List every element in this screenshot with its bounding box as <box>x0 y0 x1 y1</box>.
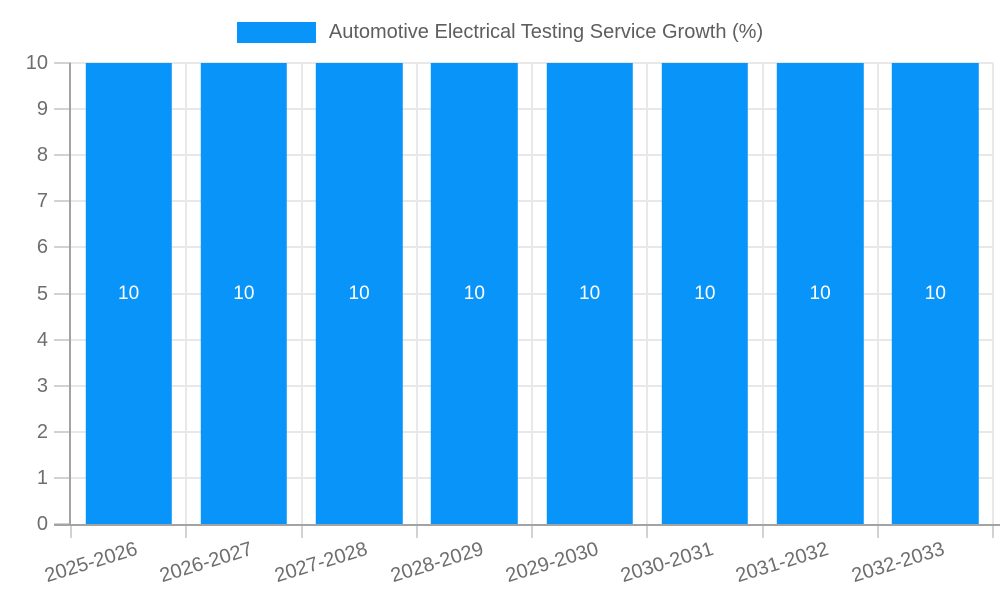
v-gridline <box>415 63 418 524</box>
y-axis-tick-label: 9 <box>36 98 48 121</box>
bar-value-label: 10 <box>118 283 140 304</box>
x-tick-mark <box>531 524 533 538</box>
v-gridline <box>876 63 879 524</box>
v-gridline <box>531 63 533 524</box>
legend-series-label: Automotive Electrical Testing Service Gr… <box>328 21 764 43</box>
y-tick-mark <box>54 108 71 111</box>
y-tick-mark <box>54 476 71 479</box>
v-gridline <box>185 63 188 524</box>
bar-value-label: 10 <box>579 283 601 304</box>
x-axis-category-label: 2025-2026 <box>42 538 141 588</box>
x-tick-mark <box>992 524 994 538</box>
bar: 10 <box>661 63 749 524</box>
y-axis-tick-label: 3 <box>36 374 48 397</box>
x-axis-category-label: 2030-2031 <box>618 538 717 588</box>
y-axis-tick-label: 1 <box>36 466 48 489</box>
y-axis-tick-label: 0 <box>36 513 48 535</box>
x-axis-category-label: 2031-2032 <box>733 538 832 588</box>
x-axis-category-label: 2027-2028 <box>272 538 371 588</box>
y-axis-tick-label: 7 <box>36 190 48 213</box>
plot-area: 0 1 2 3 4 5 6 7 8 9 10 10 10 10 10 10 10 10 10 2025-2026 202… <box>26 53 1000 587</box>
v-gridline <box>646 63 649 524</box>
bar-value-label: 10 <box>809 283 831 304</box>
y-axis-line <box>69 63 71 526</box>
bar: 10 <box>200 63 288 524</box>
x-tick-mark <box>646 524 649 538</box>
x-axis-line <box>54 524 1000 526</box>
bar: 10 <box>431 63 518 524</box>
bar-value-label: 10 <box>348 283 370 304</box>
x-tick-mark <box>185 524 188 538</box>
y-axis-tick-label: 4 <box>36 328 48 351</box>
x-axis-category-label: 2029-2030 <box>503 538 602 588</box>
bar-value-label: 10 <box>694 283 716 304</box>
y-axis-tick-label: 2 <box>36 420 48 443</box>
y-tick-mark <box>54 292 71 295</box>
y-tick-mark <box>54 62 71 64</box>
y-tick-mark <box>54 200 71 203</box>
chart-legend[interactable]: Automotive Electrical Testing Service Gr… <box>0 21 1000 43</box>
y-tick-mark <box>54 246 71 249</box>
x-axis-category-label: 2026-2027 <box>157 538 256 588</box>
y-tick-mark <box>54 154 71 157</box>
y-tick-mark <box>54 430 71 433</box>
x-tick-mark <box>761 524 764 538</box>
x-axis-category-label: 2032-2033 <box>848 538 947 588</box>
y-tick-mark <box>54 384 71 387</box>
y-tick-mark <box>54 338 71 341</box>
x-tick-mark <box>876 524 879 538</box>
y-axis-tick-label: 10 <box>25 52 48 74</box>
y-axis-tick-label: 8 <box>36 144 48 167</box>
v-gridline <box>761 63 764 524</box>
x-tick-mark <box>300 524 303 538</box>
legend-swatch <box>236 21 316 43</box>
x-axis-category-label: 2028-2029 <box>387 538 486 588</box>
x-tick-mark <box>415 524 418 538</box>
bar: 10 <box>892 63 979 524</box>
y-axis-tick-label: 6 <box>36 236 48 259</box>
bar: 10 <box>776 63 864 524</box>
v-gridline <box>300 63 303 524</box>
v-gridline <box>992 63 994 524</box>
bar-value-label: 10 <box>463 283 485 304</box>
bar: 10 <box>315 63 403 524</box>
x-tick-mark <box>70 524 72 538</box>
bar-value-label: 10 <box>233 283 255 304</box>
bar-value-label: 10 <box>924 283 946 304</box>
bar: 10 <box>546 63 633 524</box>
y-axis-tick-label: 5 <box>36 282 48 305</box>
bar: 10 <box>85 63 172 524</box>
